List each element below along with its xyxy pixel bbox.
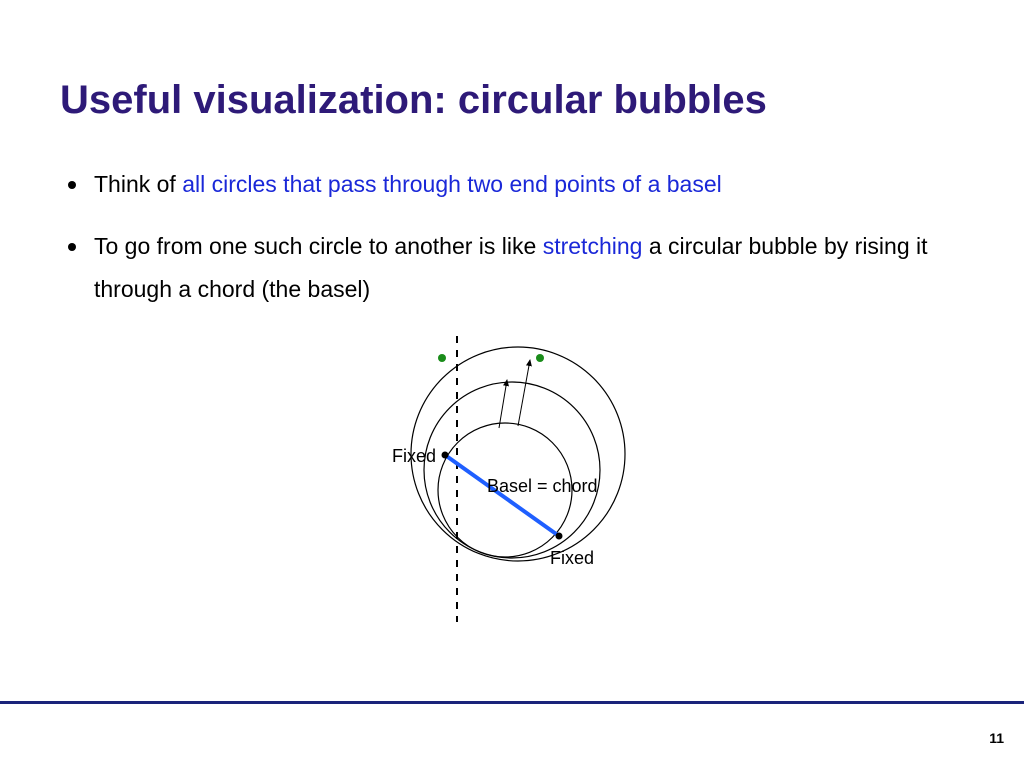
slide-title: Useful visualization: circular bubbles — [60, 78, 964, 123]
label-fixed-left: Fixed — [392, 446, 436, 466]
stretch-arrow — [518, 360, 530, 426]
body-text: To go from one such circle to another is… — [94, 233, 543, 259]
bullet-list: Think of all circles that pass through t… — [60, 163, 964, 312]
bullet-item: Think of all circles that pass through t… — [68, 163, 964, 207]
green-dot — [536, 354, 544, 362]
body-text: Think of — [94, 171, 182, 197]
fixed-point — [442, 452, 449, 459]
bubble-circle — [424, 382, 600, 558]
highlight-text: all circles that pass through two end po… — [182, 171, 722, 197]
green-dot — [438, 354, 446, 362]
page-number: 11 — [989, 730, 1004, 746]
bubble-diagram: Fixed Fixed Basel = chord — [332, 330, 692, 630]
slide: Useful visualization: circular bubbles T… — [0, 0, 1024, 768]
highlight-text: stretching — [543, 233, 643, 259]
bullet-item: To go from one such circle to another is… — [68, 225, 964, 312]
label-basel-chord: Basel = chord — [487, 476, 598, 496]
diagram-container: Fixed Fixed Basel = chord — [60, 330, 964, 635]
footer-divider — [0, 701, 1024, 704]
stretch-arrow — [499, 380, 507, 428]
label-fixed-right: Fixed — [550, 548, 594, 568]
fixed-point — [556, 533, 563, 540]
